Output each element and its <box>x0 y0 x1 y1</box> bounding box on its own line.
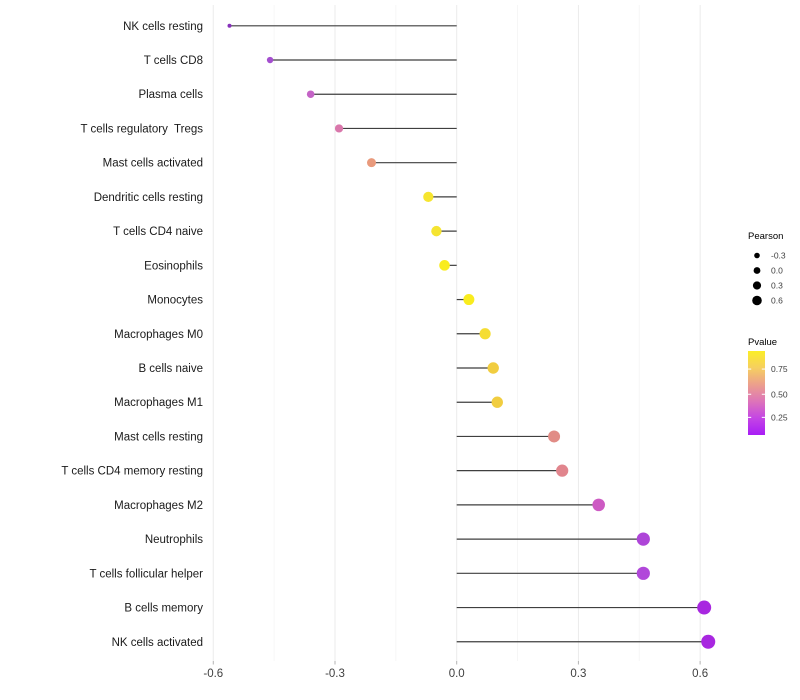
color-legend-title: Pvalue <box>748 337 777 348</box>
colorbar-tick-label: 0.75 <box>771 364 788 374</box>
data-point <box>636 566 650 580</box>
data-point <box>463 294 475 306</box>
x-axis-tick-label: -0.3 <box>325 668 345 680</box>
data-point <box>479 328 491 340</box>
y-axis-category-label: NK cells activated <box>112 637 203 649</box>
size-legend-label: 0.3 <box>771 281 783 291</box>
y-axis-category-label: B cells memory <box>124 603 203 615</box>
size-legend-dot <box>752 281 762 290</box>
data-point <box>266 56 274 64</box>
size-legend-dot <box>753 267 761 274</box>
size-legend-dot <box>754 252 760 259</box>
y-axis-category-label: Mast cells activated <box>103 158 203 170</box>
y-axis-category-label: Macrophages M1 <box>114 397 203 409</box>
x-axis-tick-label: 0.3 <box>570 668 586 680</box>
data-point <box>548 430 561 443</box>
size-legend-title: Pearson <box>748 231 783 242</box>
y-axis-category-label: Neutrophils <box>145 534 203 546</box>
colorbar-tick-label: 0.25 <box>771 412 788 422</box>
data-point <box>487 362 499 374</box>
data-point <box>423 191 434 202</box>
x-axis-tick-label: 0.0 <box>449 668 465 680</box>
data-point <box>556 464 569 477</box>
size-legend-label: 0.6 <box>771 296 783 306</box>
data-point <box>592 498 605 512</box>
y-axis-category-label: Plasma cells <box>138 89 203 101</box>
y-axis-category-label: T cells CD4 naive <box>113 226 203 238</box>
data-point <box>367 158 377 168</box>
y-axis-category-label: Monocytes <box>147 295 203 307</box>
data-point <box>439 260 450 271</box>
data-point <box>431 225 442 237</box>
y-axis-category-label: T cells regulatory Tregs <box>80 123 203 135</box>
y-axis-category-label: Mast cells resting <box>114 431 203 443</box>
data-point <box>697 600 712 615</box>
size-legend-label: 0.0 <box>771 266 783 276</box>
y-axis-category-label: T cells CD8 <box>144 55 203 67</box>
y-axis-category-label: Dendritic cells resting <box>94 192 203 204</box>
y-axis-category-label: Eosinophils <box>144 260 203 272</box>
colorbar-tick-label: 0.50 <box>771 389 788 399</box>
x-axis-tick-label: -0.6 <box>203 668 223 680</box>
y-axis-category-label: Macrophages M2 <box>114 500 203 512</box>
y-axis-category-label: T cells CD4 memory resting <box>61 466 203 478</box>
pvalue-colorbar <box>748 351 765 435</box>
data-point <box>334 124 344 133</box>
data-point <box>306 90 315 99</box>
x-axis-tick-label: 0.6 <box>692 668 708 680</box>
data-point <box>701 634 716 649</box>
data-point <box>636 532 650 546</box>
y-axis-category-label: B cells naive <box>138 363 203 375</box>
y-axis-category-label: T cells follicular helper <box>89 568 203 580</box>
size-legend-dot <box>752 295 762 306</box>
data-point <box>227 23 232 28</box>
data-point <box>491 396 503 408</box>
y-axis-category-label: Macrophages M0 <box>114 329 203 341</box>
size-legend-label: -0.3 <box>771 251 786 261</box>
y-axis-category-label: NK cells resting <box>123 21 203 33</box>
